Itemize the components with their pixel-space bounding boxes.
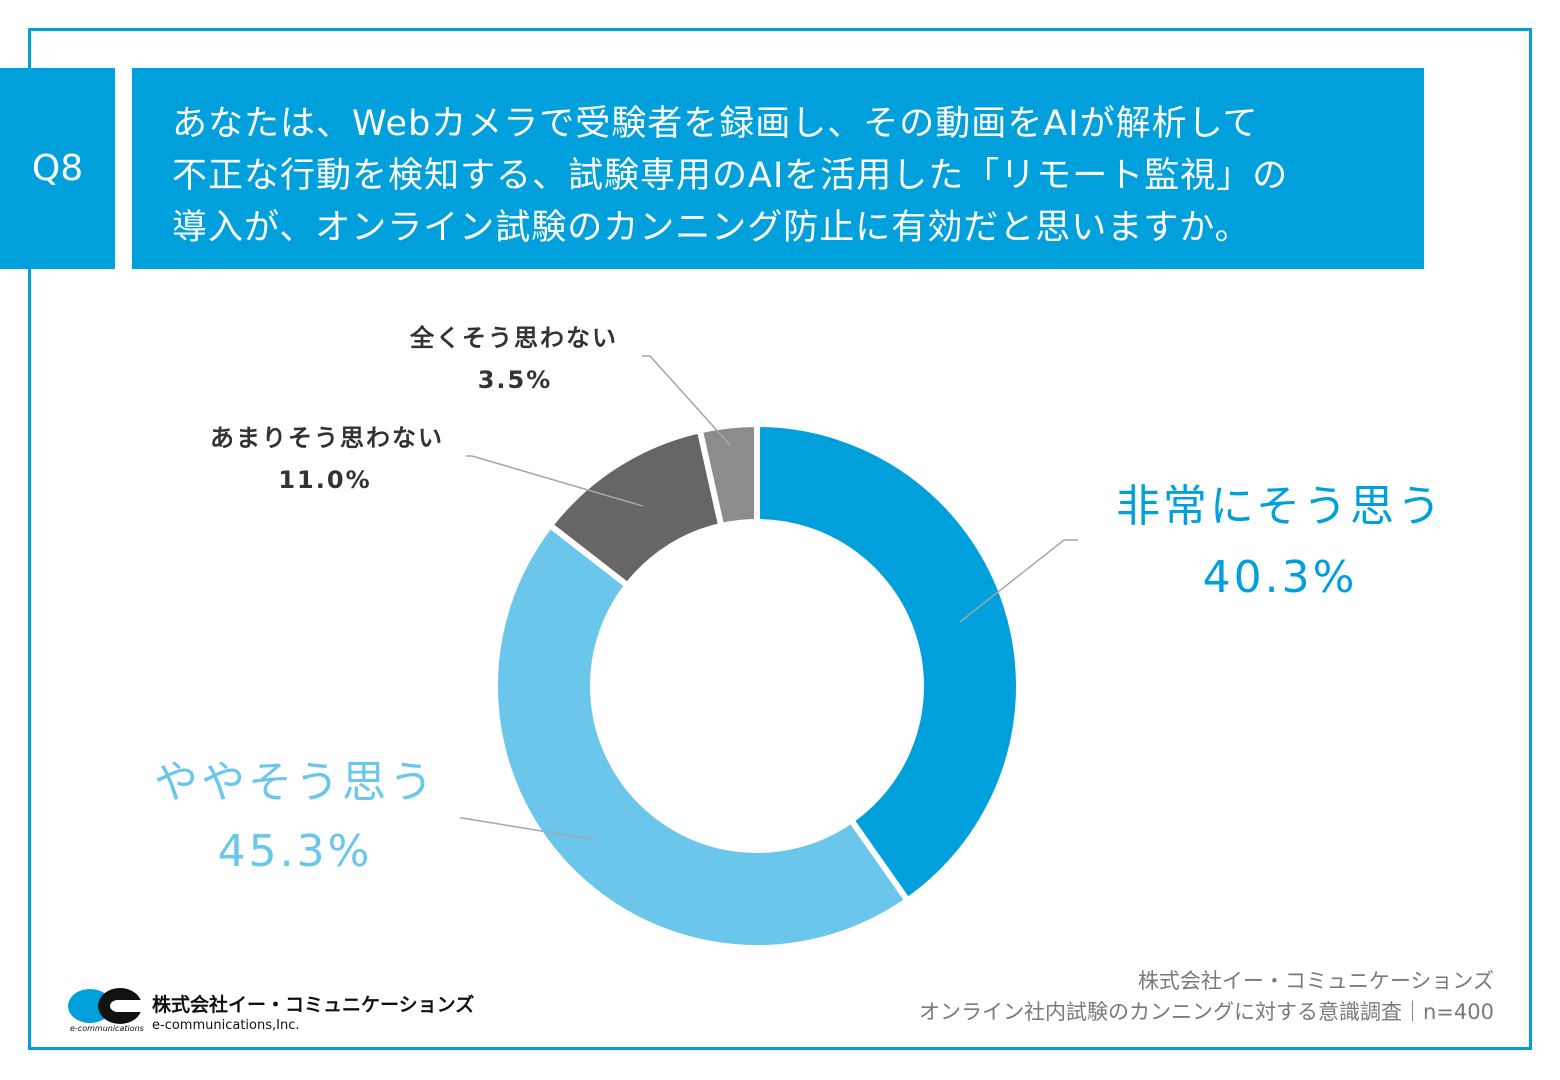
logo-tiny-name: e-communications <box>70 1024 144 1033</box>
label-value-strongly-agree: 40.3% <box>1180 552 1380 603</box>
source-line-2: オンライン社内試験のカンニングに対する意識調査｜n=400 <box>919 997 1494 1028</box>
label-value-disagree: 11.0% <box>265 466 385 494</box>
source-line-1: 株式会社イー・コミュニケーションズ <box>919 966 1494 997</box>
slice-strongly-agree <box>757 424 1019 900</box>
logo-sub-name: e-communications,Inc. <box>152 1018 299 1033</box>
slice-somewhat-agree <box>495 525 908 948</box>
source-note: 株式会社イー・コミュニケーションズ オンライン社内試験のカンニングに対する意識調… <box>919 966 1494 1028</box>
donut-chart <box>0 0 1560 1080</box>
logo-company-name: 株式会社イー・コミュニケーションズ <box>152 990 474 1017</box>
label-value-somewhat-agree: 45.3% <box>195 826 395 877</box>
label-category-strongly-disagree: 全くそう思わない <box>400 318 628 353</box>
label-category-disagree: あまりそう思わない <box>196 418 458 453</box>
company-logo-icon <box>68 986 148 1026</box>
label-value-strongly-disagree: 3.5% <box>455 366 575 394</box>
label-category-strongly-agree: 非常にそう思う <box>1100 470 1460 534</box>
label-category-somewhat-agree: ややそう思う <box>140 746 450 810</box>
